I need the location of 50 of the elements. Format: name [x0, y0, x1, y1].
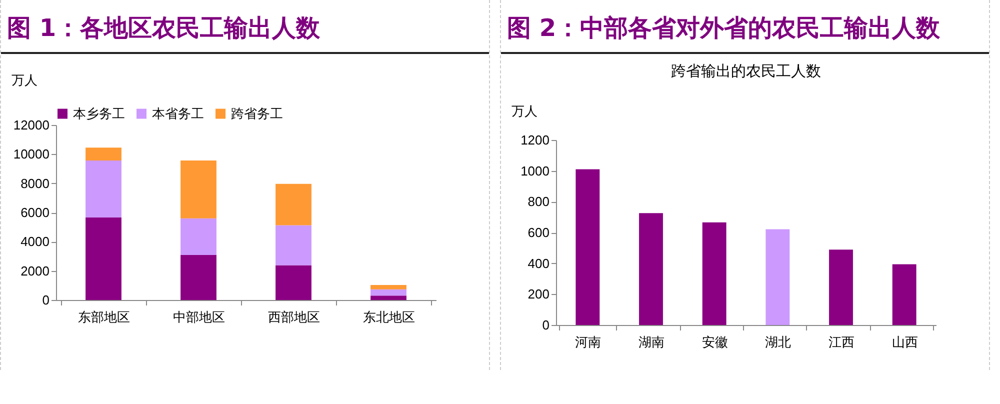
bar: [370, 296, 406, 300]
bar: [276, 265, 312, 300]
bar: [86, 160, 122, 218]
y-tick-label: 400: [528, 256, 550, 271]
chart-title: 图 1：各地区农民工输出人数: [1, 0, 489, 54]
bar: [180, 160, 216, 218]
y-axis-title: 万人: [12, 74, 38, 88]
bar: [829, 250, 853, 325]
y-tick-label: 2000: [20, 263, 50, 278]
y-tick-label: 10000: [13, 146, 50, 162]
legend-label: 本省务工: [152, 106, 204, 122]
bar: [576, 169, 600, 325]
bar: [892, 264, 916, 325]
y-tick-label: 1000: [520, 163, 550, 178]
x-tick-label: 安徽: [702, 334, 728, 350]
x-tick-label: 湖北: [765, 336, 792, 350]
x-tick-label: 中部地区: [173, 310, 225, 326]
bar: [766, 229, 790, 325]
x-tick-label: 河南: [575, 336, 602, 350]
y-tick-label: 12000: [13, 118, 50, 132]
y-tick-label: 0: [42, 292, 50, 308]
x-tick-label: 东部地区: [78, 310, 130, 326]
y-tick-label: 800: [528, 194, 550, 210]
x-tick-label: 山西: [892, 336, 918, 350]
y-tick-label: 6000: [20, 205, 50, 220]
bar: [276, 184, 312, 226]
y-tick-label: 1200: [520, 132, 550, 148]
bar: [180, 218, 216, 255]
legend-label: 本乡务工: [73, 106, 125, 122]
chart-subtitle: 跨省输出的农民工人数: [671, 62, 821, 80]
x-tick-label: 西部地区: [268, 310, 320, 326]
bar: [702, 222, 726, 325]
bar: [639, 213, 663, 325]
y-tick-label: 4000: [20, 234, 50, 250]
x-tick-label: 湖南: [638, 336, 664, 350]
x-tick-label: 江西: [828, 336, 854, 350]
bar: [86, 148, 122, 160]
y-tick-label: 600: [528, 225, 550, 240]
chart-title: 图 2：中部各省对外省的农民工输出人数: [501, 0, 989, 54]
x-tick-label: 东北地区: [363, 310, 415, 326]
bar: [86, 217, 122, 300]
y-axis-title: 万人: [512, 104, 538, 120]
y-tick-label: 0: [542, 318, 550, 332]
legend-label: 跨省务工: [231, 106, 283, 122]
y-tick-label: 8000: [20, 176, 50, 191]
y-tick-label: 200: [528, 286, 550, 302]
bar: [276, 225, 312, 266]
bar: [180, 254, 216, 300]
bar: [370, 289, 406, 296]
bar: [370, 284, 406, 290]
